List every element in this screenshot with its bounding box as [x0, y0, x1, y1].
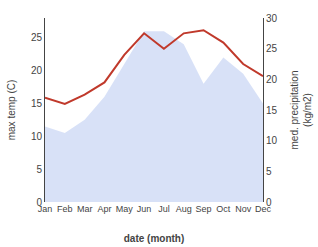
svg-text:Feb: Feb [57, 204, 73, 214]
svg-text:Oct: Oct [216, 204, 231, 214]
svg-text:25: 25 [31, 32, 43, 43]
svg-text:Sep: Sep [196, 204, 212, 214]
svg-text:Mar: Mar [77, 204, 93, 214]
svg-text:0: 0 [36, 197, 42, 208]
svg-text:30: 30 [266, 13, 278, 24]
svg-text:5: 5 [36, 164, 42, 175]
svg-text:0: 0 [266, 197, 272, 208]
svg-text:Apr: Apr [97, 204, 111, 214]
svg-text:Aug: Aug [176, 204, 192, 214]
svg-text:15: 15 [266, 105, 278, 116]
svg-text:10: 10 [266, 135, 278, 146]
svg-text:Jan: Jan [38, 204, 53, 214]
svg-text:date (month): date (month) [124, 233, 185, 244]
svg-text:10: 10 [31, 131, 43, 142]
svg-text:max temp (C): max temp (C) [6, 80, 17, 141]
svg-text:20: 20 [266, 74, 278, 85]
svg-text:Nov: Nov [235, 204, 252, 214]
svg-text:Jun: Jun [137, 204, 152, 214]
svg-text:25: 25 [266, 43, 278, 54]
svg-text:15: 15 [31, 98, 43, 109]
svg-text:Dec: Dec [255, 204, 272, 214]
svg-text:med. precipitation(kg/m2): med. precipitation(kg/m2) [289, 71, 313, 150]
svg-text:Jul: Jul [158, 204, 170, 214]
svg-text:20: 20 [31, 65, 43, 76]
svg-text:May: May [116, 204, 134, 214]
svg-text:5: 5 [266, 166, 272, 177]
